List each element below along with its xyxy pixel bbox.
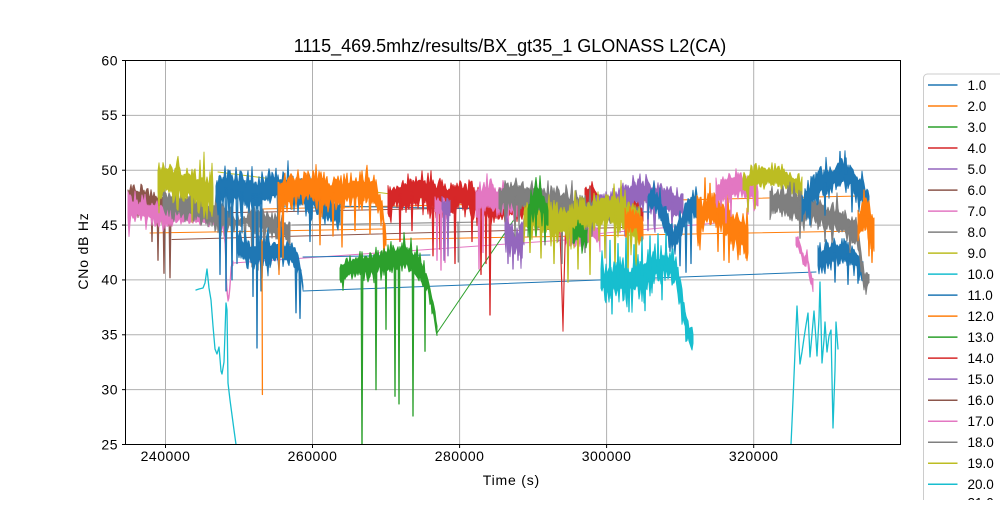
svg-text:260000: 260000 [288,448,338,464]
svg-text:11.0: 11.0 [968,288,993,303]
svg-text:240000: 240000 [141,448,191,464]
svg-text:8.0: 8.0 [968,225,987,240]
svg-text:13.0: 13.0 [968,330,994,345]
svg-text:4.0: 4.0 [968,141,987,156]
svg-text:280000: 280000 [435,448,485,464]
svg-text:40: 40 [101,272,118,288]
svg-text:12.0: 12.0 [968,309,994,324]
svg-text:60: 60 [101,52,118,68]
svg-text:55: 55 [101,107,118,123]
svg-text:19.0: 19.0 [968,456,994,471]
svg-text:50: 50 [101,162,118,178]
svg-text:14.0: 14.0 [968,351,994,366]
svg-text:5.0: 5.0 [968,162,987,177]
svg-text:2.0: 2.0 [968,99,987,114]
svg-text:Time (s): Time (s) [483,472,540,488]
svg-text:20.0: 20.0 [968,477,994,492]
svg-text:35: 35 [101,327,118,343]
svg-text:10.0: 10.0 [968,267,994,282]
svg-text:1115_469.5mhz/results/BX_gt35_: 1115_469.5mhz/results/BX_gt35_1 GLONASS … [294,36,727,57]
svg-text:16.0: 16.0 [968,393,994,408]
svg-text:45: 45 [101,217,118,233]
svg-text:CNo dB Hz: CNo dB Hz [75,212,91,289]
svg-text:1.0: 1.0 [968,78,987,93]
svg-text:30: 30 [101,381,118,397]
svg-text:6.0: 6.0 [968,183,987,198]
svg-text:3.0: 3.0 [968,120,987,135]
svg-text:25: 25 [101,436,118,452]
svg-text:7.0: 7.0 [968,204,987,219]
svg-text:320000: 320000 [729,448,779,464]
svg-text:15.0: 15.0 [968,372,994,387]
svg-text:18.0: 18.0 [968,435,994,450]
svg-text:9.0: 9.0 [968,246,987,261]
svg-text:21.0: 21.0 [968,496,994,501]
svg-text:17.0: 17.0 [968,414,994,429]
svg-text:300000: 300000 [582,448,632,464]
